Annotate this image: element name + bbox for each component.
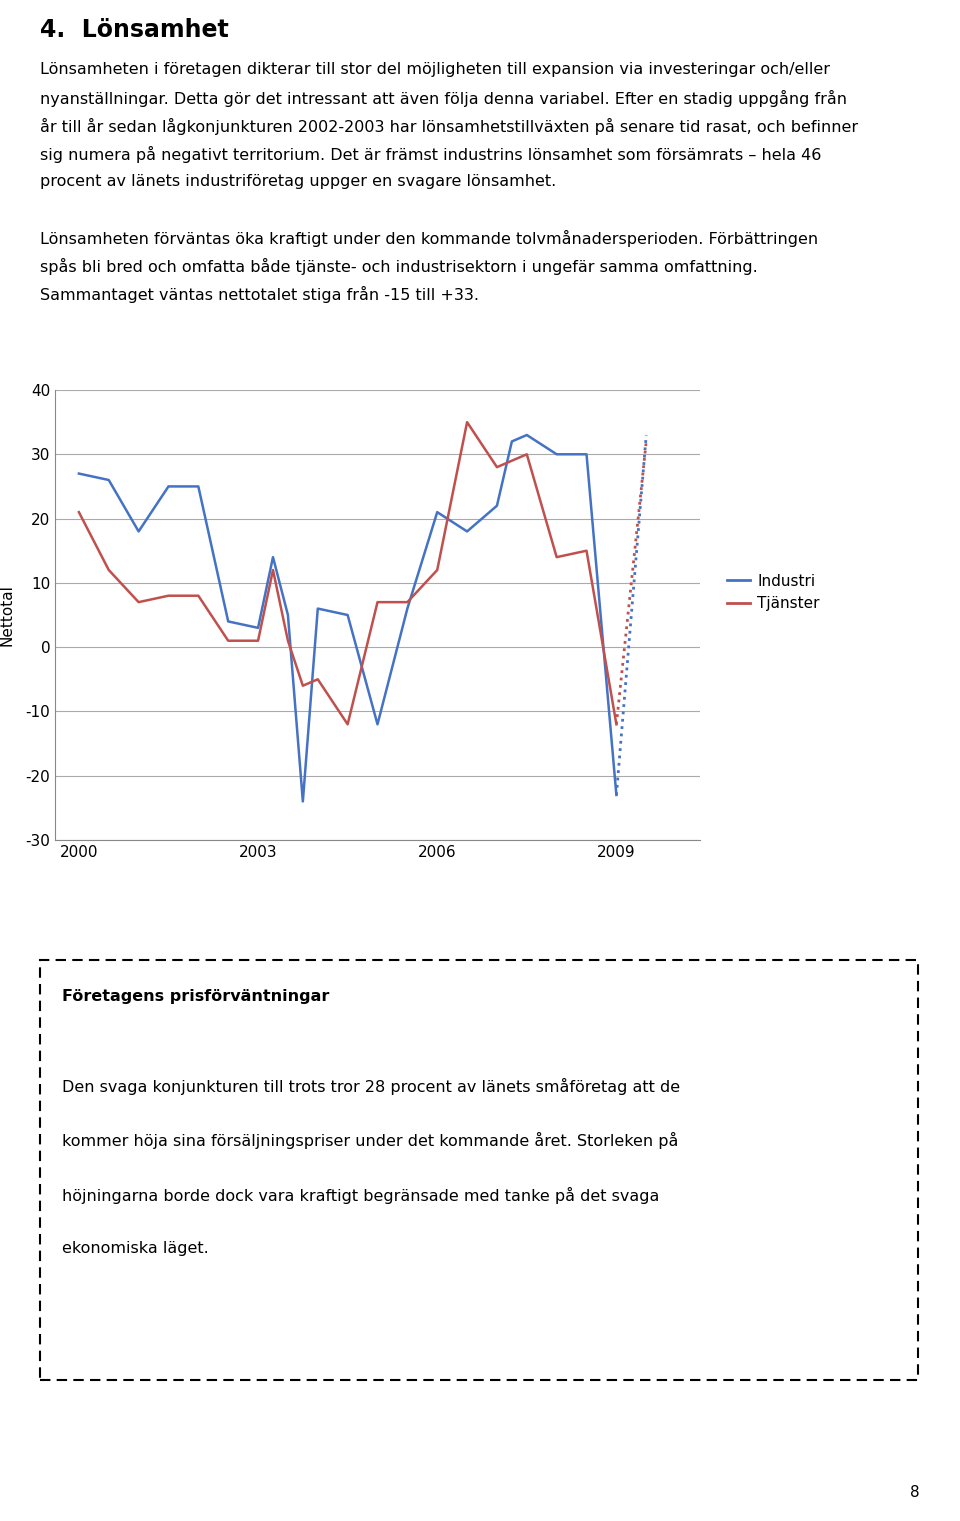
Legend: Industri, Tjänster: Industri, Tjänster (721, 567, 826, 618)
Text: procent av länets industriföretag uppger en svagare lönsamhet.: procent av länets industriföretag uppger… (40, 173, 556, 189)
Text: kommer höja sina försäljningspriser under det kommande året. Storleken på: kommer höja sina försäljningspriser unde… (62, 1132, 679, 1150)
Text: Företagens prisförväntningar: Företagens prisförväntningar (62, 989, 329, 1004)
Text: 4.  Lönsamhet: 4. Lönsamhet (40, 18, 228, 43)
Text: ekonomiska läget.: ekonomiska läget. (62, 1241, 208, 1256)
Text: sig numera på negativt territorium. Det är främst industrins lönsamhet som försä: sig numera på negativt territorium. Det … (40, 146, 822, 163)
Text: Lönsamheten i företagen dikterar till stor del möjligheten till expansion via in: Lönsamheten i företagen dikterar till st… (40, 62, 830, 78)
Text: år till år sedan lågkonjunkturen 2002-2003 har lönsamhetstillväxten på senare ti: år till år sedan lågkonjunkturen 2002-20… (40, 119, 858, 135)
Text: Lönsamheten förväntas öka kraftigt under den kommande tolvmånadersperioden. Förb: Lönsamheten förväntas öka kraftigt under… (40, 230, 818, 246)
Text: höjningarna borde dock vara kraftigt begränsade med tanke på det svaga: höjningarna borde dock vara kraftigt beg… (62, 1186, 660, 1203)
Text: 8: 8 (910, 1484, 920, 1500)
Y-axis label: Nettotal: Nettotal (0, 584, 14, 646)
Text: spås bli bred och omfatta både tjänste- och industrisektorn i ungefär samma omfa: spås bli bred och omfatta både tjänste- … (40, 259, 757, 275)
Text: nyanställningar. Detta gör det intressant att även följa denna variabel. Efter e: nyanställningar. Detta gör det intressan… (40, 90, 847, 106)
Text: Den svaga konjunkturen till trots tror 28 procent av länets småföretag att de: Den svaga konjunkturen till trots tror 2… (62, 1077, 680, 1095)
Text: Sammantaget väntas nettotalet stiga från -15 till +33.: Sammantaget väntas nettotalet stiga från… (40, 286, 479, 303)
